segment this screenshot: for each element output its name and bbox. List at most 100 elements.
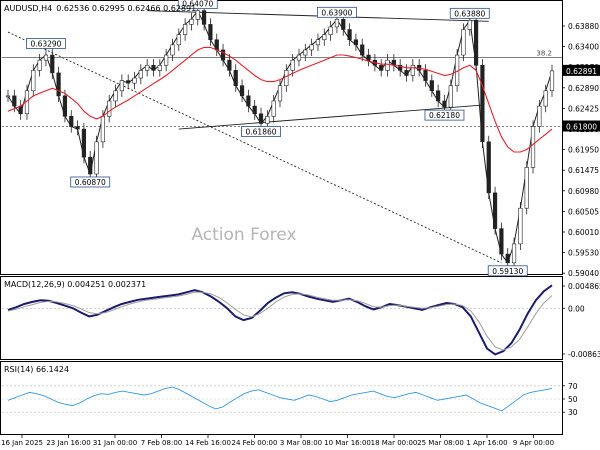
candle-body bbox=[220, 49, 226, 61]
candle-body bbox=[227, 59, 232, 71]
candle-body bbox=[258, 113, 264, 124]
candle-body bbox=[170, 44, 175, 56]
moving-average-line bbox=[7, 46, 553, 153]
candle-body bbox=[423, 70, 428, 81]
candle-body bbox=[12, 95, 17, 107]
candle-body bbox=[265, 116, 270, 124]
candle-body bbox=[157, 64, 162, 71]
candle-body bbox=[492, 192, 498, 229]
candle-body bbox=[347, 29, 352, 41]
price-axis: 0.638800.634000.631700.628900.624250.621… bbox=[562, 22, 600, 278]
candle-body bbox=[404, 70, 409, 76]
candle-body bbox=[151, 64, 156, 71]
time-tick-label: 9 Apr 00:00 bbox=[513, 439, 554, 447]
time-tick-label: 18 Mar 00:00 bbox=[371, 439, 418, 447]
candle-body bbox=[239, 85, 245, 97]
candle-body bbox=[334, 19, 340, 28]
trendline-1 bbox=[178, 104, 483, 130]
time-tick-label: 16 Jan 2025 bbox=[1, 439, 43, 447]
swing-label: 0.60870 bbox=[75, 178, 106, 187]
candle-body bbox=[353, 39, 359, 46]
candle-body bbox=[56, 72, 61, 97]
support-price-label: 0.61800 bbox=[566, 123, 597, 132]
time-tick-label: 1 Apr 16:00 bbox=[466, 439, 507, 447]
candle-body bbox=[315, 39, 321, 46]
candle-body bbox=[296, 54, 302, 61]
candle-body bbox=[246, 95, 251, 107]
candle-body bbox=[107, 100, 112, 117]
candle-body bbox=[208, 24, 213, 41]
candle-body bbox=[309, 44, 314, 51]
rsi-tick-label: 30 bbox=[568, 408, 578, 417]
candle-body bbox=[69, 116, 74, 127]
time-tick-label: 7 Feb 08:00 bbox=[141, 439, 182, 447]
candle-body bbox=[252, 105, 257, 115]
candle-body bbox=[543, 90, 548, 107]
candle-body bbox=[410, 64, 415, 76]
swing-label-box bbox=[487, 265, 528, 277]
time-tick-label: 10 Mar 16:00 bbox=[324, 439, 371, 447]
price-panel bbox=[0, 0, 563, 275]
candle-body bbox=[164, 54, 169, 66]
macd-signal-line bbox=[7, 291, 553, 351]
time-tick-label: 25 Mar 08:00 bbox=[417, 439, 464, 447]
candle-body bbox=[322, 34, 327, 41]
rsi-axis: 70 50 30 bbox=[562, 382, 578, 417]
rsi-title: RSI(14) 66.1424 bbox=[4, 365, 69, 374]
candle-body bbox=[461, 29, 466, 56]
swing-label-box bbox=[449, 7, 490, 19]
time-tick-label: 24 Feb 00:00 bbox=[232, 439, 278, 447]
support-price-box bbox=[563, 120, 600, 132]
candle-body bbox=[530, 126, 536, 168]
price-tick-label: 0.61950 bbox=[568, 146, 599, 155]
rsi-plot bbox=[2, 385, 562, 413]
fib-level-label: 38.2 bbox=[536, 50, 552, 58]
candle-body bbox=[524, 167, 529, 209]
swing-label-box bbox=[317, 6, 357, 18]
candle-body bbox=[43, 54, 49, 61]
price-tick-label: 0.60010 bbox=[568, 228, 599, 237]
candle-body bbox=[145, 64, 150, 71]
candle-body bbox=[75, 126, 80, 130]
candle-body bbox=[391, 59, 396, 66]
swing-label: 0.62180 bbox=[429, 111, 460, 120]
rsi-tick-label: 70 bbox=[568, 382, 578, 391]
price-tick-label: 0.59040 bbox=[568, 269, 599, 278]
candle-body bbox=[5, 95, 11, 98]
macd-title: MACD(12,26,9) 0.004251 0.002371 bbox=[4, 280, 146, 289]
candle-body bbox=[505, 253, 510, 264]
trendline-2 bbox=[7, 31, 502, 264]
candle-body bbox=[31, 70, 36, 92]
candle-body bbox=[442, 100, 447, 108]
swing-label-box bbox=[70, 176, 111, 188]
candle-body bbox=[189, 19, 194, 25]
candle-body bbox=[37, 59, 42, 71]
candle-body bbox=[385, 59, 390, 71]
price-tick-label: 0.59530 bbox=[568, 249, 599, 258]
price-tick-label: 0.60505 bbox=[568, 207, 599, 216]
candle-body bbox=[486, 141, 491, 194]
candle-body bbox=[88, 156, 93, 175]
swing-label-box bbox=[241, 126, 281, 137]
candle-body bbox=[277, 85, 283, 102]
candle-body bbox=[518, 207, 523, 245]
candle-body bbox=[113, 90, 118, 102]
candle-body bbox=[303, 49, 308, 56]
candle-body bbox=[379, 64, 384, 71]
candle-body bbox=[126, 80, 131, 84]
current-price-box bbox=[563, 64, 600, 76]
candle-body bbox=[18, 105, 23, 115]
candle-body bbox=[94, 141, 99, 175]
candle-body bbox=[511, 243, 517, 264]
candle-body bbox=[183, 24, 188, 35]
time-tick-label: 23 Jan 16:00 bbox=[46, 439, 90, 447]
swing-label: 0.64070 bbox=[182, 0, 213, 9]
price-plot: 38.2 0.63290 0.60870 0.64070 0.61860 0.63900 0… bbox=[2, 0, 562, 277]
candle-body bbox=[81, 128, 87, 158]
time-tick-label: 31 Jan 00:00 bbox=[93, 439, 137, 447]
candle-body bbox=[195, 10, 200, 20]
swing-label-box bbox=[177, 0, 218, 10]
swing-label-box bbox=[26, 38, 66, 49]
swing-label-box bbox=[424, 109, 465, 121]
